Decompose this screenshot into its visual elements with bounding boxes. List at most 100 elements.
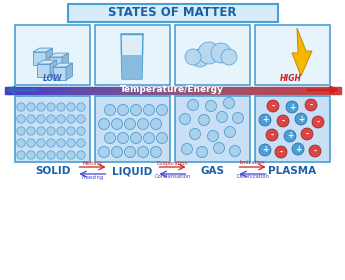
Circle shape xyxy=(138,118,148,129)
Polygon shape xyxy=(292,28,312,76)
Circle shape xyxy=(191,49,209,67)
Text: Deionization: Deionization xyxy=(236,174,269,179)
Bar xyxy=(171,87,173,94)
Bar xyxy=(337,87,339,94)
Text: +: + xyxy=(262,146,268,155)
Bar xyxy=(79,87,81,94)
FancyBboxPatch shape xyxy=(175,96,250,162)
Bar xyxy=(208,87,210,94)
Circle shape xyxy=(207,130,218,141)
Polygon shape xyxy=(66,63,72,80)
Text: -: - xyxy=(314,146,317,155)
Text: Temperature/Energy: Temperature/Energy xyxy=(120,85,224,95)
Circle shape xyxy=(150,118,161,129)
Bar xyxy=(126,87,128,94)
Bar xyxy=(219,87,221,94)
Bar xyxy=(53,87,56,94)
FancyBboxPatch shape xyxy=(255,96,330,162)
Bar xyxy=(256,87,258,94)
Text: +: + xyxy=(287,132,293,141)
Bar xyxy=(322,87,324,94)
Bar xyxy=(184,87,186,94)
Circle shape xyxy=(259,114,271,126)
Bar xyxy=(176,87,178,94)
Circle shape xyxy=(309,145,321,157)
Bar xyxy=(134,87,136,94)
Bar xyxy=(137,87,139,94)
Circle shape xyxy=(47,115,55,123)
Text: STATES OF MATTER: STATES OF MATTER xyxy=(108,6,236,20)
Bar xyxy=(146,87,148,94)
Text: PLASMA: PLASMA xyxy=(268,166,317,176)
Bar xyxy=(251,87,253,94)
Bar xyxy=(37,87,39,94)
Bar xyxy=(92,87,94,94)
Circle shape xyxy=(37,151,45,159)
Bar xyxy=(183,87,185,94)
Bar xyxy=(141,87,143,94)
Circle shape xyxy=(267,100,279,112)
Bar xyxy=(235,87,237,94)
Circle shape xyxy=(47,139,55,147)
Circle shape xyxy=(198,42,220,64)
Polygon shape xyxy=(121,34,143,79)
Bar xyxy=(188,87,190,94)
Circle shape xyxy=(292,143,304,155)
Bar xyxy=(127,87,129,94)
Circle shape xyxy=(130,104,141,115)
Bar xyxy=(28,87,31,94)
Circle shape xyxy=(27,151,35,159)
Text: -: - xyxy=(305,129,308,139)
Circle shape xyxy=(295,113,307,125)
Bar xyxy=(40,87,42,94)
FancyBboxPatch shape xyxy=(68,4,277,22)
Bar xyxy=(302,87,304,94)
Text: +: + xyxy=(295,144,301,153)
Text: GAS: GAS xyxy=(200,166,225,176)
Bar xyxy=(285,87,287,94)
Bar xyxy=(280,87,282,94)
Bar xyxy=(39,87,41,94)
Text: -: - xyxy=(309,101,313,109)
Bar xyxy=(35,87,37,94)
Bar xyxy=(290,87,292,94)
Bar xyxy=(261,87,264,94)
Circle shape xyxy=(125,146,136,157)
Polygon shape xyxy=(53,67,66,80)
Circle shape xyxy=(77,151,85,159)
Circle shape xyxy=(27,103,35,111)
FancyBboxPatch shape xyxy=(95,96,170,162)
Bar xyxy=(209,87,211,94)
FancyBboxPatch shape xyxy=(175,25,250,85)
Circle shape xyxy=(179,113,190,125)
Bar xyxy=(136,87,138,94)
Text: LIQUID: LIQUID xyxy=(112,166,152,176)
Text: Freezing: Freezing xyxy=(81,174,104,179)
Circle shape xyxy=(221,49,237,65)
Bar xyxy=(239,87,242,94)
Polygon shape xyxy=(37,64,50,77)
Bar xyxy=(206,87,208,94)
Circle shape xyxy=(286,101,298,113)
Bar xyxy=(181,87,183,94)
Circle shape xyxy=(77,139,85,147)
Bar xyxy=(60,87,62,94)
Bar xyxy=(144,87,146,94)
Bar xyxy=(82,87,84,94)
Circle shape xyxy=(118,132,128,143)
Bar xyxy=(117,87,119,94)
Circle shape xyxy=(37,139,45,147)
Bar xyxy=(87,87,89,94)
Bar xyxy=(42,87,44,94)
Bar xyxy=(107,87,109,94)
Text: Evaporation: Evaporation xyxy=(157,160,188,165)
Bar xyxy=(231,87,233,94)
Text: LOW: LOW xyxy=(43,74,62,83)
Bar xyxy=(258,87,260,94)
Bar xyxy=(10,87,12,94)
Bar xyxy=(233,87,235,94)
Bar xyxy=(189,87,191,94)
Circle shape xyxy=(214,143,225,153)
Bar xyxy=(156,87,158,94)
Bar xyxy=(74,87,76,94)
